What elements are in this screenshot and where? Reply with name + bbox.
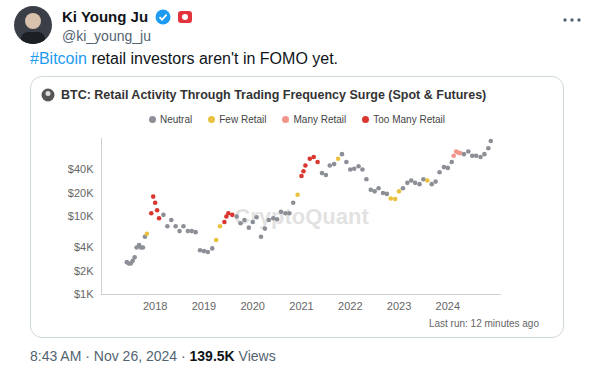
svg-text:2023: 2023 — [387, 300, 411, 312]
svg-text:$2K: $2K — [74, 265, 94, 277]
html-text:8:43 AM · Nov 26, 2024 · 139.5: 8:43 AM · Nov 26, 2024 · 139.5K Views — [30, 348, 276, 364]
html-text:Ki Young Ju: Ki Young Ju — [62, 8, 149, 25]
svg-text:2024: 2024 — [436, 300, 460, 312]
html-text:Last run: 12 minutes ago: Last run: 12 minutes ago — [428, 318, 539, 329]
svg-text:$1K: $1K — [74, 288, 94, 300]
svg-text:$10K: $10K — [68, 210, 94, 222]
svg-text:$4K: $4K — [74, 241, 94, 253]
html-text:BTC: Retail Activity Through T: BTC: Retail Activity Through Trading Fre… — [61, 88, 487, 102]
html-text:Few Retail: Few Retail — [219, 113, 267, 125]
svg-text:2018: 2018 — [143, 300, 167, 312]
svg-text:2021: 2021 — [289, 300, 313, 312]
html-text:Too Many Retail: Too Many Retail — [373, 113, 445, 125]
svg-text:$40K: $40K — [68, 163, 94, 175]
html-text:Many Retail: Many Retail — [293, 113, 347, 125]
html-text:@ki_young_ju: @ki_young_ju — [62, 28, 151, 44]
svg-text:2019: 2019 — [192, 300, 216, 312]
svg-text:$20K: $20K — [68, 187, 94, 199]
html-text:#Bitcoin retail investors aren: #Bitcoin retail investors aren't in FOMO… — [30, 50, 339, 67]
svg-text:2020: 2020 — [240, 300, 264, 312]
html-text:Neutral: Neutral — [160, 113, 193, 125]
svg-text:CryptoQuant: CryptoQuant — [234, 204, 369, 229]
svg-text:2022: 2022 — [338, 300, 362, 312]
